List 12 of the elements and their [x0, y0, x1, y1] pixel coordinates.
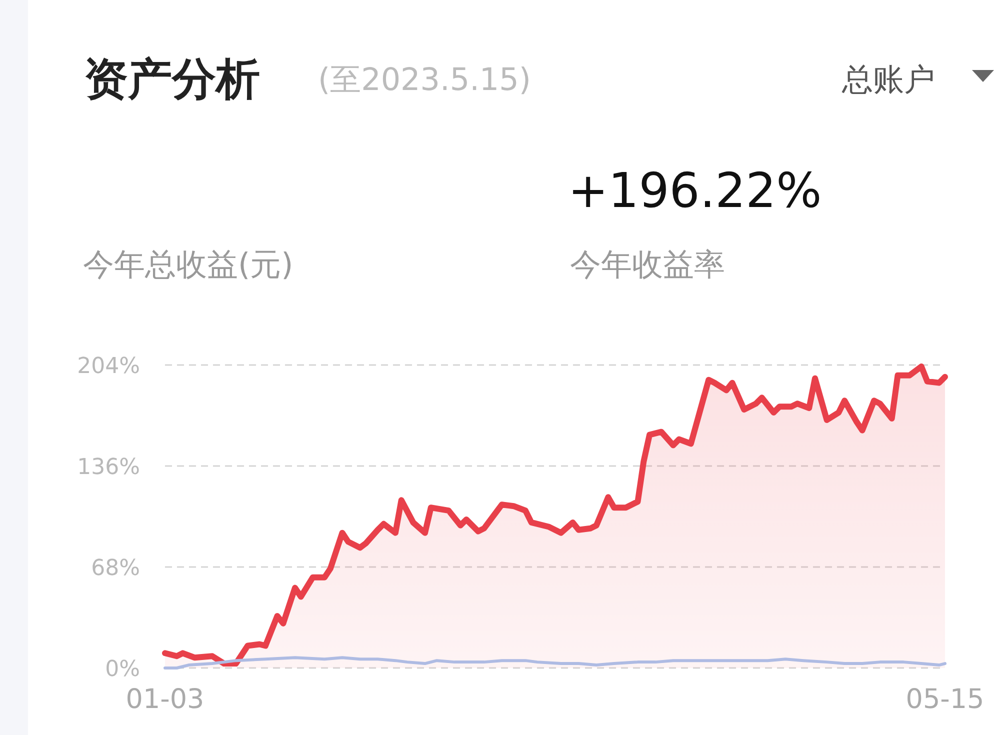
text: +196.22%: [568, 163, 822, 219]
y-tick-label: 68%: [91, 556, 140, 581]
y-tick-label: 136%: [77, 455, 140, 480]
x-tick-label: 01-03: [126, 684, 204, 715]
chart-title: 资产分析: [84, 54, 260, 105]
chart-subtitle: (至2023.5.15): [318, 62, 531, 98]
text: 总账户: [841, 62, 935, 98]
text: 今年收益率: [570, 247, 725, 283]
y-tick-label: 0%: [105, 657, 140, 682]
y-tick-label: 204%: [77, 354, 140, 379]
text: 今年总收益(元): [83, 247, 294, 283]
x-tick-label: 05-15: [906, 684, 984, 715]
